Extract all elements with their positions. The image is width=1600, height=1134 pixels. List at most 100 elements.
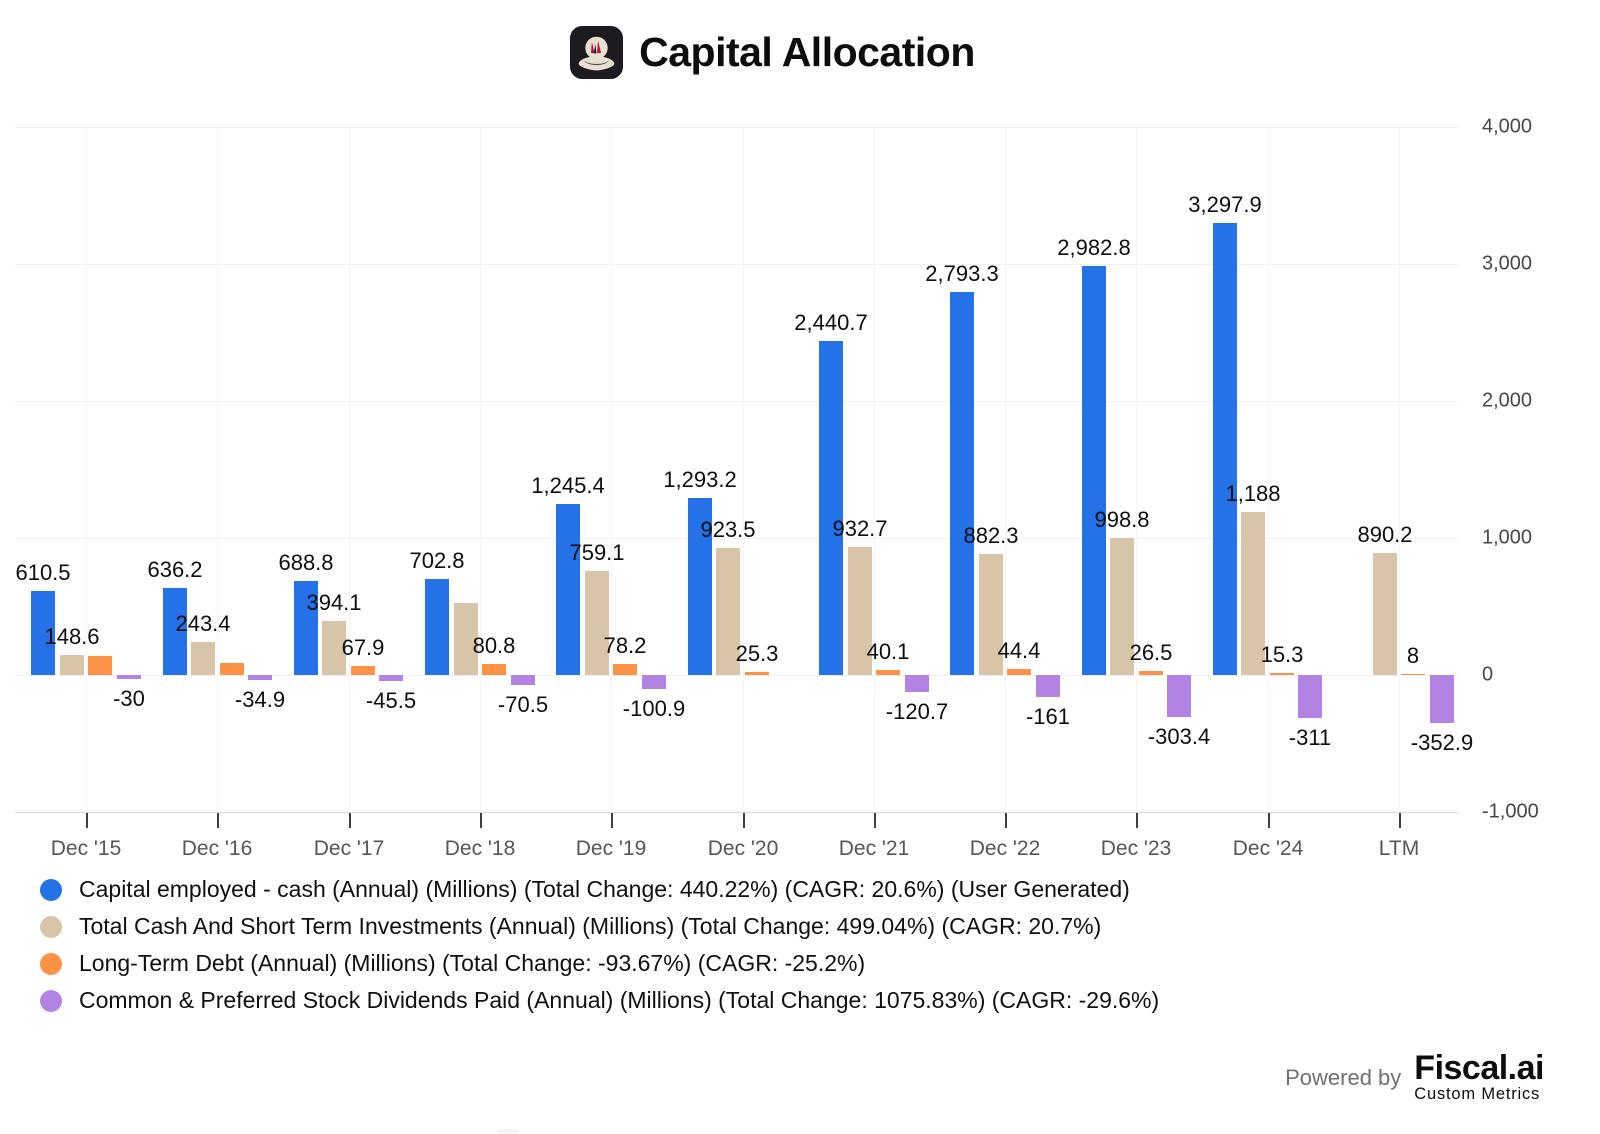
bar-value-label: -70.5 (497, 692, 549, 717)
bar-long-term-debt[interactable] (613, 664, 637, 675)
fiscal-ai-wordmark: Fiscal.ai (1414, 1049, 1544, 1087)
legend: Capital employed - cash (Annual) (Millio… (40, 876, 1159, 1024)
bar-capital-employed-cash[interactable] (31, 591, 55, 675)
legend-label: Long-Term Debt (Annual) (Millions) (Tota… (79, 950, 866, 976)
bar-value-label: 890.2 (1357, 522, 1413, 547)
chart-header: Capital Allocation (0, 26, 1545, 79)
x-axis-tick (349, 813, 351, 828)
legend-label: Capital employed - cash (Annual) (Millio… (79, 876, 1130, 902)
x-axis-tick-label: Dec '15 (50, 837, 122, 860)
bar-value-label: 702.8 (409, 548, 465, 573)
fiscal-ai-logo[interactable]: Fiscal.ai Custom Metrics (1414, 1049, 1544, 1104)
bar-value-label: -311 (1288, 725, 1332, 750)
bar-value-label: 40.1 (866, 639, 910, 664)
bar-capital-employed-cash[interactable] (294, 580, 318, 675)
bar-capital-employed-cash[interactable] (1213, 223, 1237, 675)
x-axis-tick (874, 813, 876, 828)
bar-common-preferred-stock-dividends-paid[interactable] (1036, 675, 1060, 698)
x-axis-tick-label: Dec '22 (969, 837, 1041, 860)
x-axis-tick (1268, 813, 1270, 828)
y-axis-tick-label: -1,000 (1482, 800, 1539, 823)
bar-value-label: 148.6 (44, 624, 100, 649)
bar-long-term-debt[interactable] (220, 663, 244, 675)
bar-value-label: 394.1 (306, 590, 362, 615)
vertical-gridline (217, 127, 218, 812)
bar-long-term-debt[interactable] (351, 665, 375, 675)
bar-capital-employed-cash[interactable] (163, 587, 187, 675)
x-axis-tick (743, 813, 745, 828)
bar-total-cash-and-short-term-investments[interactable] (848, 547, 872, 675)
bar-long-term-debt[interactable] (1270, 672, 1294, 675)
x-axis-tick (86, 813, 88, 828)
moncler-logo-icon (570, 26, 624, 79)
bar-capital-employed-cash[interactable] (556, 504, 580, 675)
bar-common-preferred-stock-dividends-paid[interactable] (117, 675, 141, 680)
bar-value-label: 882.3 (963, 523, 1019, 548)
legend-item-long-term-debt[interactable]: Long-Term Debt (Annual) (Millions) (Tota… (40, 950, 1159, 977)
legend-label: Common & Preferred Stock Dividends Paid … (79, 987, 1160, 1013)
vertical-gridline (86, 127, 87, 812)
bar-capital-employed-cash[interactable] (425, 578, 449, 675)
legend-item-capital-employed-cash[interactable]: Capital employed - cash (Annual) (Millio… (40, 876, 1159, 903)
bar-chart: 4,000 3,000 2,000 1,000 0 -1,000 Dec '15 Dec '1… (15, 115, 1539, 860)
x-axis-tick-label: Dec '24 (1232, 837, 1304, 860)
bar-common-preferred-stock-dividends-paid[interactable] (248, 675, 272, 680)
bar-value-label: 636.2 (147, 557, 203, 582)
bar-capital-employed-cash[interactable] (950, 292, 974, 675)
bar-long-term-debt[interactable] (876, 669, 900, 675)
bar-long-term-debt[interactable] (482, 663, 506, 675)
bar-total-cash-and-short-term-investments[interactable] (585, 571, 609, 675)
bar-total-cash-and-short-term-investments[interactable] (1110, 538, 1134, 675)
bar-value-label: 15.3 (1260, 642, 1304, 667)
bar-value-label: 8 (1406, 643, 1420, 668)
bar-common-preferred-stock-dividends-paid[interactable] (1430, 675, 1454, 724)
bar-common-preferred-stock-dividends-paid[interactable] (379, 675, 403, 682)
bar-long-term-debt[interactable] (88, 655, 112, 675)
bar-value-label: 26.5 (1129, 640, 1173, 665)
horizontal-gridline (15, 812, 1458, 813)
bar-common-preferred-stock-dividends-paid[interactable] (642, 675, 666, 689)
bar-total-cash-and-short-term-investments[interactable] (191, 641, 215, 675)
vertical-gridline (1399, 127, 1400, 812)
bar-long-term-debt[interactable] (1007, 668, 1031, 675)
bar-value-label: -352.9 (1410, 730, 1474, 755)
bar-long-term-debt[interactable] (1139, 671, 1163, 675)
scroll-indicator (497, 1129, 519, 1133)
bar-value-label: 3,297.9 (1188, 192, 1262, 217)
horizontal-gridline (15, 538, 1458, 539)
bar-total-cash-and-short-term-investments[interactable] (716, 548, 740, 675)
bar-total-cash-and-short-term-investments[interactable] (60, 654, 84, 675)
bar-common-preferred-stock-dividends-paid[interactable] (1167, 675, 1191, 717)
bar-total-cash-and-short-term-investments[interactable] (1373, 553, 1397, 675)
x-axis-tick (611, 813, 613, 828)
x-axis-tick-label: Dec '18 (444, 837, 516, 860)
y-axis-tick-label: 1,000 (1482, 526, 1533, 549)
bar-value-label: 2,982.8 (1057, 235, 1131, 260)
bar-long-term-debt[interactable] (745, 671, 769, 675)
bar-total-cash-and-short-term-investments[interactable] (322, 621, 346, 675)
x-axis-tick-label: LTM (1378, 837, 1420, 860)
bar-total-cash-and-short-term-investments[interactable] (979, 554, 1003, 675)
horizontal-gridline (15, 264, 1458, 265)
bar-total-cash-and-short-term-investments[interactable] (1241, 512, 1265, 675)
bar-common-preferred-stock-dividends-paid[interactable] (1298, 675, 1322, 718)
legend-item-common-preferred-stock-dividends-paid[interactable]: Common & Preferred Stock Dividends Paid … (40, 987, 1159, 1014)
bar-capital-employed-cash[interactable] (688, 497, 712, 675)
vertical-gridline (1136, 127, 1137, 812)
horizontal-gridline (15, 675, 1458, 676)
custom-metrics-label: Custom Metrics (1414, 1085, 1541, 1103)
bar-value-label: -303.4 (1147, 724, 1211, 749)
bar-common-preferred-stock-dividends-paid[interactable] (511, 675, 535, 685)
legend-label: Total Cash And Short Term Investments (A… (79, 913, 1102, 939)
legend-item-total-cash-and-short-term-investments[interactable]: Total Cash And Short Term Investments (A… (40, 913, 1159, 940)
bar-value-label: 688.8 (278, 550, 334, 575)
bar-common-preferred-stock-dividends-paid[interactable] (905, 675, 929, 692)
bar-total-cash-and-short-term-investments[interactable] (454, 603, 478, 675)
y-axis-tick-label: 4,000 (1482, 115, 1533, 138)
vertical-gridline (611, 127, 612, 812)
vertical-gridline (480, 127, 481, 812)
bar-long-term-debt[interactable] (1401, 673, 1425, 675)
bar-value-label: 243.4 (175, 611, 231, 636)
bar-capital-employed-cash[interactable] (819, 340, 843, 675)
bar-capital-employed-cash[interactable] (1082, 266, 1106, 675)
